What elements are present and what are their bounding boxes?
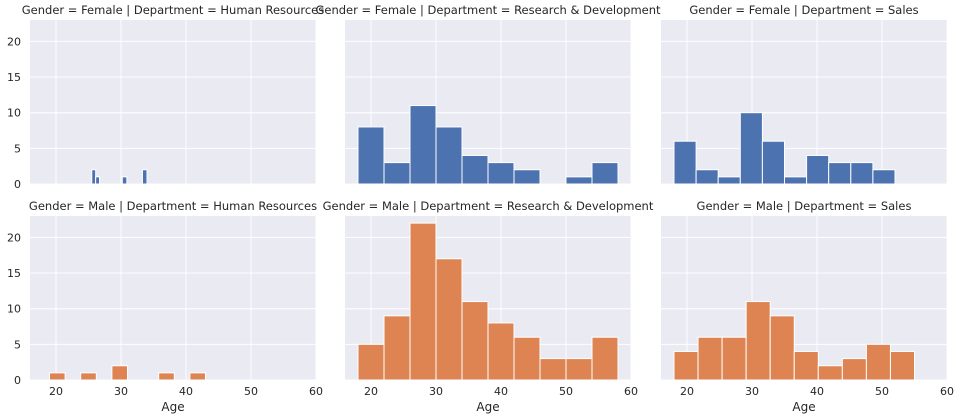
histogram-bar — [141, 169, 148, 185]
x-tick-label: 20 — [364, 385, 378, 398]
histogram-bar — [49, 372, 66, 381]
y-tick-label: 20 — [7, 231, 21, 244]
x-tick-label: 60 — [309, 385, 323, 398]
histogram-bar — [158, 372, 175, 381]
facet-panel: Gender = Female | Department = Research … — [315, 3, 661, 185]
facet-panel: Gender = Male | Department = Human Resou… — [7, 199, 323, 414]
histogram-bar — [435, 258, 463, 381]
histogram-bar — [357, 343, 385, 381]
x-tick-label: 40 — [810, 385, 824, 398]
histogram-bar — [409, 105, 437, 185]
facet-panel: Gender = Male | Department = Research & … — [323, 199, 654, 414]
facet-title: Gender = Female | Department = Research … — [315, 3, 661, 17]
x-tick-label: 40 — [494, 385, 508, 398]
facet-title: Gender = Female | Department = Sales — [689, 3, 918, 17]
histogram-bar — [461, 154, 489, 185]
histogram-bar — [828, 162, 852, 185]
facet-title: Gender = Male | Department = Research & … — [323, 199, 654, 213]
x-tick-label: 50 — [875, 385, 889, 398]
x-tick-label: 50 — [559, 385, 573, 398]
histogram-bar — [565, 176, 593, 185]
histogram-bar — [739, 112, 763, 185]
histogram-bar — [673, 140, 697, 185]
histogram-bar — [111, 365, 129, 381]
y-tick-label: 0 — [14, 178, 21, 191]
x-axis-label: Age — [161, 400, 184, 414]
histogram-bar — [745, 301, 771, 381]
histogram-bar — [435, 126, 463, 185]
histogram-bar — [769, 315, 795, 381]
histogram-bar — [761, 140, 786, 185]
histogram-bar — [121, 176, 128, 185]
y-tick-label: 5 — [14, 338, 21, 351]
histogram-bar — [565, 358, 593, 381]
facet-panel: Gender = Female | Department = Sales — [661, 3, 948, 185]
y-tick-label: 10 — [7, 303, 21, 316]
histogram-bar — [487, 162, 515, 185]
histogram-bar — [409, 222, 437, 381]
histogram-bar — [539, 358, 567, 381]
y-tick-label: 20 — [7, 35, 21, 48]
x-axis-label: Age — [792, 400, 815, 414]
panel-background — [661, 20, 947, 184]
histogram-bar — [697, 336, 723, 381]
x-tick-label: 30 — [114, 385, 128, 398]
histogram-bar — [591, 336, 619, 381]
x-tick-label: 50 — [244, 385, 258, 398]
x-tick-label: 40 — [179, 385, 193, 398]
histogram-bar — [784, 176, 808, 185]
x-tick-label: 60 — [940, 385, 954, 398]
histogram-bar — [806, 154, 830, 185]
histogram-bar — [872, 169, 896, 185]
x-tick-label: 30 — [429, 385, 443, 398]
x-tick-label: 30 — [745, 385, 759, 398]
histogram-bar — [673, 350, 699, 381]
histogram-bar — [357, 126, 385, 185]
histogram-bar — [513, 169, 541, 185]
panel-background — [30, 216, 316, 380]
histogram-bar — [695, 169, 719, 185]
histogram-bar — [189, 372, 206, 381]
histogram-bar — [721, 336, 747, 381]
histogram-bar — [91, 169, 97, 185]
facet-title: Gender = Male | Department = Human Resou… — [29, 199, 317, 213]
facet-title: Gender = Female | Department = Human Res… — [22, 3, 325, 17]
facet-panel: Gender = Male | Department = Sales 20 30 40… — [661, 199, 954, 414]
y-tick-label: 15 — [7, 71, 21, 84]
x-tick-label: 20 — [49, 385, 63, 398]
y-tick-label: 10 — [7, 107, 21, 120]
x-tick-label: 60 — [624, 385, 638, 398]
facet-title: Gender = Male | Department = Sales — [697, 199, 912, 213]
histogram-bar — [717, 176, 741, 185]
histogram-bar — [850, 162, 874, 185]
facet-panel: Gender = Female | Department = Human Res… — [7, 3, 324, 191]
y-tick-label: 15 — [7, 267, 21, 280]
histogram-bar — [461, 301, 489, 381]
histogram-bar — [793, 350, 819, 381]
histogram-bar — [817, 365, 843, 381]
histogram-bar — [591, 162, 619, 185]
histogram-bar — [80, 372, 97, 381]
y-tick-label: 0 — [14, 374, 21, 387]
y-tick-label: 5 — [14, 142, 21, 155]
histogram-bar — [865, 343, 891, 381]
histogram-bar — [513, 336, 541, 381]
histogram-bar — [487, 322, 515, 381]
histogram-bar — [841, 358, 867, 381]
histogram-bar — [383, 162, 411, 185]
panel-background — [30, 20, 316, 184]
histogram-bar — [95, 176, 101, 185]
x-tick-label: 20 — [680, 385, 694, 398]
x-axis-label: Age — [476, 400, 499, 414]
histogram-bar — [889, 350, 916, 381]
histogram-bar — [383, 315, 411, 381]
